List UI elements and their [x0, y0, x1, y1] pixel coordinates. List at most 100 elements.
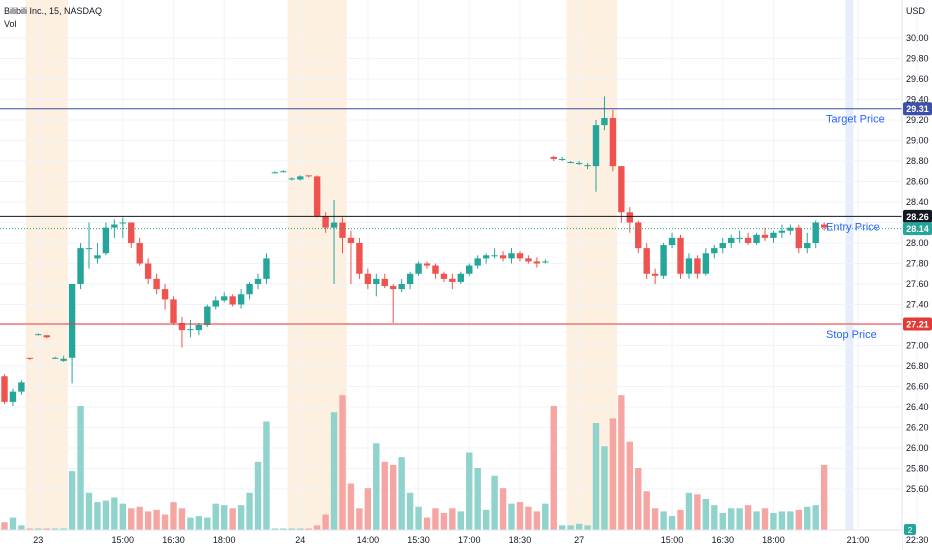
- candle-body: [508, 253, 515, 259]
- volume-bar: [432, 508, 439, 530]
- target-price-label: Target Price: [826, 114, 885, 126]
- volume-bar: [660, 511, 667, 530]
- candle-body: [449, 278, 456, 282]
- volume-bar: [525, 506, 532, 530]
- volume-bar: [195, 516, 203, 530]
- volume-bar: [787, 511, 794, 530]
- volume-bar: [406, 492, 414, 530]
- time-axis[interactable]: [0, 530, 902, 550]
- volume-bar: [111, 497, 118, 530]
- volume-bar: [297, 528, 304, 530]
- candle-body: [68, 284, 76, 358]
- volume-bar: [584, 525, 591, 530]
- x-tick-label: 15:00: [112, 535, 135, 545]
- volume-bar: [271, 528, 279, 530]
- volume-bar: [288, 528, 295, 530]
- volume-bar: [128, 508, 135, 530]
- candle-body: [584, 165, 591, 167]
- candle-body: [26, 357, 34, 359]
- volume-bar: [322, 514, 329, 530]
- candle-body: [533, 261, 541, 264]
- volume-bar: [423, 517, 431, 530]
- candle-body: [280, 171, 287, 173]
- candle-body: [364, 273, 372, 284]
- candle-body: [575, 163, 583, 165]
- volume-bar: [744, 505, 752, 530]
- volume-bar: [246, 492, 253, 530]
- candle-body: [356, 243, 363, 274]
- candle-body: [60, 358, 67, 361]
- volume-legend-label: Vol: [4, 19, 17, 29]
- y-tick-label: 26.80: [906, 361, 929, 371]
- x-tick-label: 15:00: [661, 535, 684, 545]
- volume-bar: [52, 528, 59, 530]
- entry-price-label: Entry Price: [826, 221, 880, 233]
- candle-body: [398, 284, 405, 290]
- candle-body: [457, 273, 464, 282]
- y-tick-label: 26.60: [906, 382, 929, 392]
- y-tick-label: 29.60: [906, 74, 929, 84]
- y-tick-label: 30.00: [906, 33, 929, 43]
- volume-bar: [761, 508, 769, 530]
- volume-bar: [626, 441, 633, 530]
- volume-bar: [35, 528, 42, 530]
- volume-bar: [559, 525, 566, 530]
- x-tick-label: 22:30: [906, 535, 929, 545]
- volume-bar: [212, 503, 219, 530]
- candle-body: [668, 237, 676, 246]
- volume-bar: [711, 505, 718, 530]
- candle-body: [330, 222, 338, 228]
- volume-bar: [280, 528, 287, 530]
- candle-body: [94, 255, 101, 259]
- x-tick-label: 16:30: [162, 535, 185, 545]
- candle-body: [212, 300, 219, 307]
- volume-bar: [77, 406, 84, 530]
- candle-body: [474, 258, 481, 266]
- candle-body: [246, 284, 253, 295]
- candle-body: [778, 230, 786, 233]
- volume-bar: [178, 508, 186, 530]
- session-shade: [566, 0, 618, 530]
- y-tick-label: 29.80: [906, 54, 929, 64]
- volume-bar: [398, 457, 405, 530]
- volume-bar: [221, 505, 228, 530]
- x-tick-label: 16:30: [711, 535, 734, 545]
- volume-bar: [643, 491, 650, 530]
- candle-body: [347, 237, 355, 243]
- volume-bar: [795, 509, 802, 530]
- volume-bar: [339, 395, 346, 530]
- candle-body: [812, 222, 819, 243]
- candle-body: [559, 158, 566, 160]
- y-tick-label: 25.80: [906, 464, 929, 474]
- volume-bar: [415, 506, 422, 530]
- candle-body: [761, 234, 769, 238]
- volume-bar: [85, 492, 93, 530]
- candle-body: [18, 382, 25, 392]
- volume-bar: [204, 517, 211, 530]
- volume-bar: [390, 464, 397, 530]
- volume-bar: [719, 512, 726, 530]
- volume-bar: [694, 494, 701, 530]
- candle-body: [204, 306, 211, 325]
- volume-bar: [474, 468, 481, 530]
- y-tick-label: 25.60: [906, 484, 929, 494]
- volume-bar: [778, 511, 786, 530]
- volume-bar: [1, 522, 8, 530]
- y-tick-label: 27.80: [906, 259, 929, 269]
- candle-body: [820, 224, 828, 228]
- candle-body: [373, 278, 380, 284]
- volume-bar: [237, 505, 245, 530]
- y-tick-label: 26.00: [906, 443, 929, 453]
- target-price-badge: [903, 102, 932, 116]
- current-price-badge-text: 28.14: [906, 224, 929, 234]
- volume-bar: [153, 509, 160, 530]
- entry-price-badge: [903, 209, 932, 223]
- candle-body: [423, 263, 431, 266]
- x-tick-label: 18:00: [213, 535, 236, 545]
- currency-label: USD: [906, 6, 926, 16]
- candle-body: [229, 296, 236, 305]
- volume-bar: [161, 514, 169, 530]
- stop-price-badge-text: 27.21: [906, 319, 929, 329]
- y-tick-label: 29.00: [906, 136, 929, 146]
